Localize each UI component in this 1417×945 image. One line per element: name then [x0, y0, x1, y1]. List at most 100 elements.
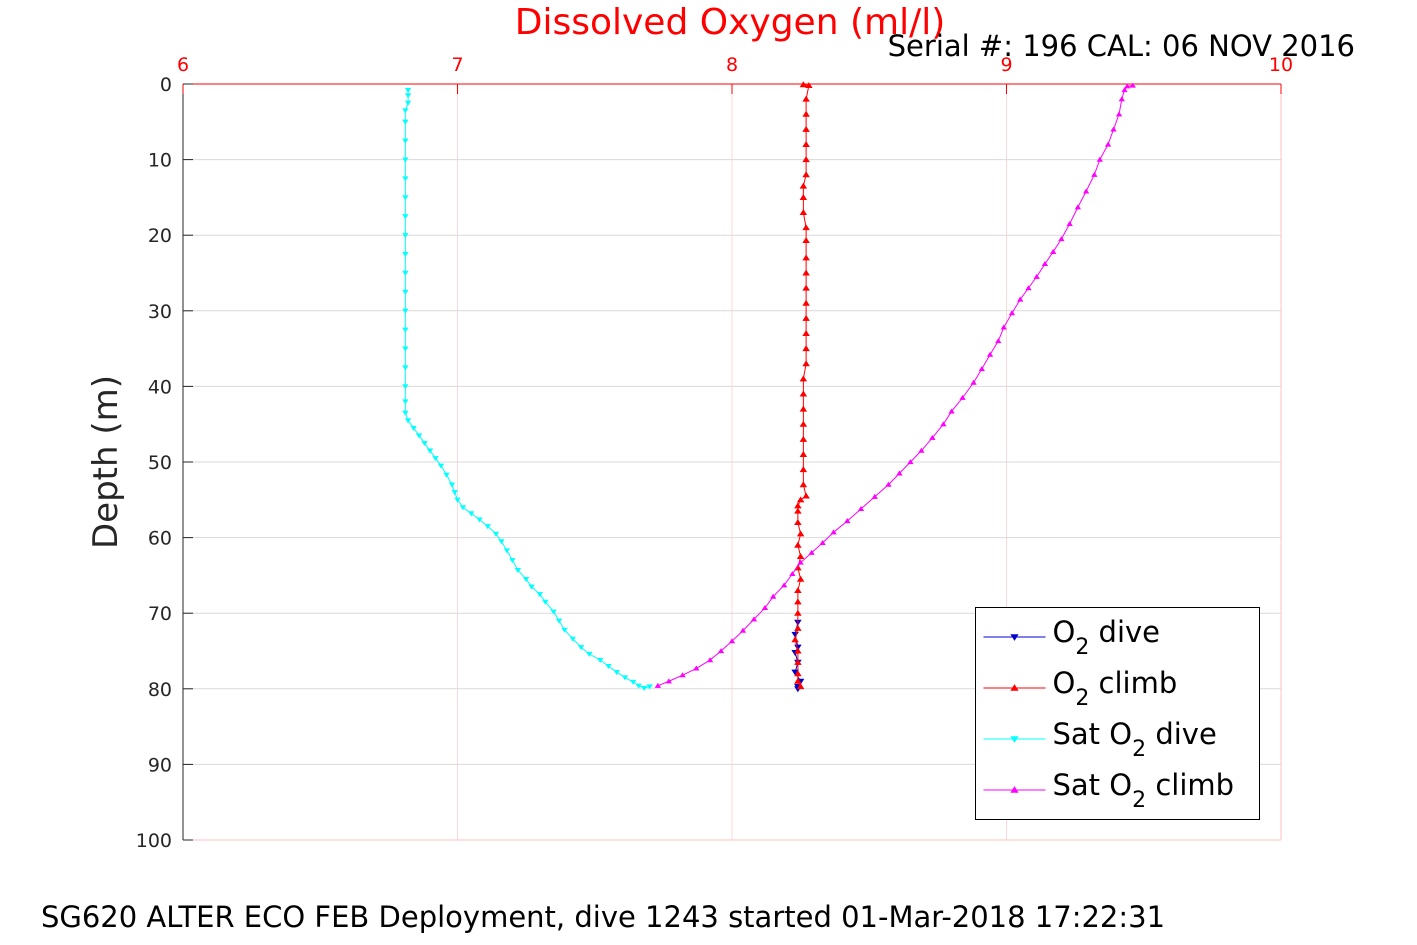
data-point	[802, 125, 810, 132]
y-tick-label: 30	[148, 301, 172, 323]
y-tick-labels: 0 10 20 30 40 50 60 70 80 90 100	[136, 74, 172, 852]
data-point	[432, 456, 439, 462]
data-point	[799, 81, 808, 88]
data-point	[402, 195, 409, 201]
data-point	[717, 648, 725, 654]
data-point	[802, 110, 810, 117]
legend-label-subscript: 2	[1075, 635, 1089, 660]
data-point	[402, 157, 409, 163]
data-point	[1121, 87, 1128, 93]
data-point	[802, 224, 810, 231]
legend-label: Sat O2 climb	[1053, 768, 1235, 813]
data-point	[799, 209, 808, 216]
data-point	[443, 472, 450, 478]
data-point	[402, 384, 409, 390]
data-point	[871, 493, 878, 499]
data-point	[794, 624, 802, 631]
data-point	[799, 466, 808, 473]
data-point	[542, 599, 549, 605]
data-point	[646, 684, 653, 690]
data-point	[426, 448, 434, 454]
data-point	[1017, 296, 1024, 302]
data-point	[641, 685, 648, 691]
data-point	[799, 182, 808, 189]
data-point	[630, 679, 637, 685]
data-point	[402, 233, 409, 239]
legend-label-main: O	[1053, 666, 1076, 700]
data-point	[635, 683, 642, 689]
data-point	[799, 405, 808, 412]
data-point	[802, 299, 810, 306]
data-point	[555, 618, 563, 624]
data-point	[402, 108, 409, 114]
data-point	[802, 492, 810, 499]
data-point	[799, 481, 808, 488]
y-tick-label: 40	[148, 376, 172, 398]
data-point	[1115, 111, 1123, 117]
data-point	[959, 394, 966, 400]
legend-marker	[1010, 736, 1019, 743]
data-point	[805, 82, 813, 89]
data-point	[402, 365, 409, 371]
data-point	[402, 270, 409, 276]
data-point	[948, 408, 955, 414]
legend-marker	[1010, 684, 1019, 691]
data-point	[536, 592, 543, 598]
data-point	[484, 524, 491, 530]
x-tick-label: 8	[726, 54, 738, 76]
data-point	[794, 541, 802, 548]
data-point	[819, 539, 826, 546]
data-point	[448, 482, 456, 488]
data-point	[621, 675, 629, 681]
y-tick-label: 20	[148, 225, 172, 247]
data-point	[802, 254, 810, 261]
data-point	[1096, 156, 1103, 162]
legend-label: O2 climb	[1053, 666, 1178, 711]
data-point	[503, 548, 511, 554]
data-point	[402, 346, 409, 352]
data-point	[802, 156, 810, 163]
legend-label-subscript: 2	[1075, 686, 1089, 711]
data-point	[597, 657, 604, 663]
data-point	[468, 511, 475, 517]
data-point	[561, 627, 568, 633]
data-point	[929, 434, 936, 440]
legend-label-rest: dive	[1146, 717, 1217, 751]
data-point	[402, 308, 409, 314]
data-point	[654, 682, 662, 688]
data-point	[794, 507, 802, 514]
data-point	[940, 421, 947, 427]
y-tick-label: 90	[148, 754, 172, 776]
y-tick-label: 0	[160, 74, 172, 96]
data-point	[402, 119, 409, 125]
data-point	[586, 651, 593, 657]
y-tick-label: 60	[148, 528, 172, 550]
data-point	[498, 539, 505, 545]
chart-title: Dissolved Oxygen (ml/l)	[515, 2, 946, 43]
data-point	[402, 289, 409, 295]
data-point	[1008, 310, 1016, 316]
series-1	[791, 81, 813, 690]
data-point	[796, 553, 805, 560]
legend-label-main: Sat O	[1053, 768, 1133, 802]
legend-box	[975, 607, 1260, 820]
data-point	[1066, 220, 1073, 226]
data-point	[402, 410, 409, 416]
data-point	[986, 351, 994, 357]
data-point	[404, 93, 412, 99]
data-point	[1110, 126, 1117, 132]
data-point	[402, 251, 409, 258]
data-point	[802, 95, 810, 102]
data-point	[402, 399, 409, 405]
legend-label-main: O	[1053, 615, 1076, 649]
data-point	[613, 670, 620, 676]
data-point	[885, 481, 892, 487]
series-line	[657, 85, 1133, 687]
data-point	[421, 440, 428, 447]
data-point	[802, 171, 810, 178]
data-point	[1033, 273, 1040, 279]
data-point	[404, 418, 412, 424]
data-point	[799, 193, 808, 200]
data-point	[1129, 82, 1136, 88]
